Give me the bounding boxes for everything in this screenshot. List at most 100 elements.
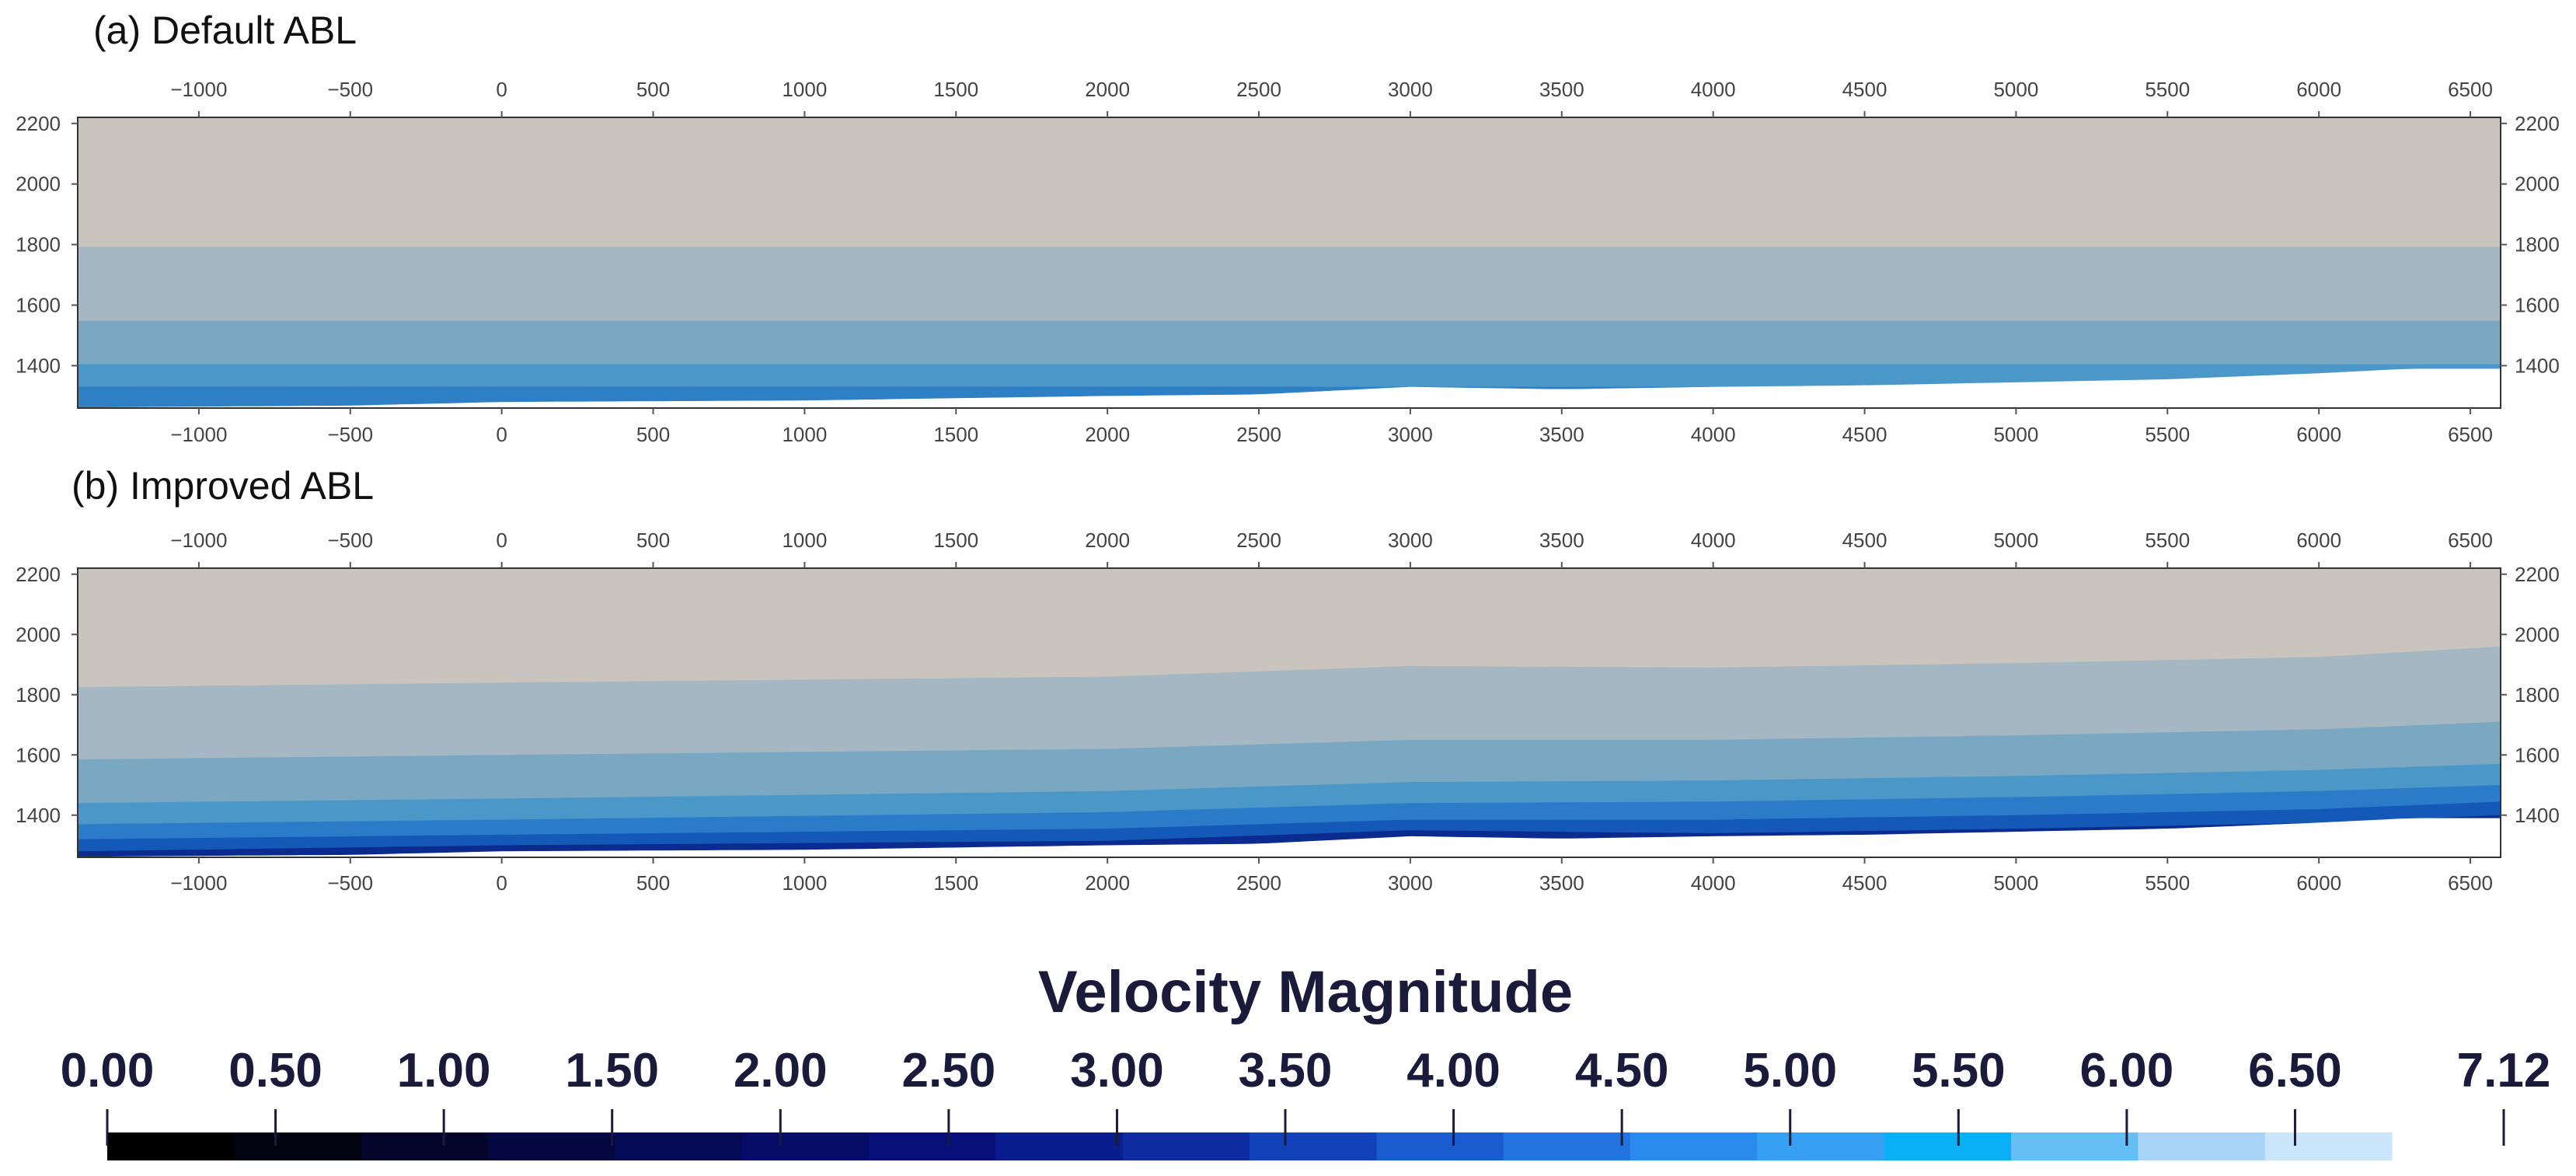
colorbar-tick-label: 0.00 [61,1044,155,1097]
x-tick-label-top: 2500 [1236,78,1281,101]
x-tick-label-top: −1000 [170,78,227,101]
y-tick-label-left: 1600 [16,743,61,766]
x-tick-label-top: 500 [636,529,670,552]
x-tick-label-bottom: 2000 [1085,423,1130,446]
x-tick-label-top: 4000 [1691,78,1736,101]
x-tick-label-top: 1000 [782,529,827,552]
x-tick-label-top: 6500 [2448,529,2493,552]
colorbar-swatch [488,1132,615,1160]
terrain-ground [78,368,2501,408]
colorbar-title: Velocity Magnitude [1038,959,1573,1025]
colorbar-swatch [1757,1132,1885,1160]
y-tick-label-left: 1800 [16,683,61,707]
colorbar-tick-label: 7.12 [2457,1044,2551,1097]
y-tick-label-left: 2200 [16,112,61,135]
colorbar-swatch [2264,1132,2393,1160]
colorbar-tick-label: 2.50 [902,1044,996,1097]
colorbar-swatch [1630,1132,1758,1160]
x-tick-label-bottom: 0 [496,423,507,446]
x-tick-label-bottom: 4000 [1691,871,1736,895]
x-tick-label-bottom: 6500 [2448,423,2493,446]
velocity-band-3 [78,801,2501,857]
y-tick-label-right: 2200 [2515,563,2560,586]
x-tick-label-bottom: 5000 [1993,423,2038,446]
x-tick-label-bottom: 6000 [2296,423,2341,446]
x-tick-label-bottom: −1000 [170,423,227,446]
x-tick-label-bottom: 4500 [1842,423,1888,446]
colorbar-tick-label: 3.50 [1239,1044,1333,1097]
panel-title: (a) Default ABL [93,9,357,52]
x-tick-label-top: 0 [496,529,507,552]
x-tick-label-top: 5000 [1993,529,2038,552]
x-tick-label-top: 2000 [1085,78,1130,101]
colorbar-tick-label: 2.00 [734,1044,828,1097]
colorbar-tick-label: 1.50 [565,1044,659,1097]
y-tick-label-right: 1400 [2515,804,2560,827]
colorbar-swatch [2138,1132,2266,1160]
x-tick-label-bottom: 1000 [782,423,827,446]
colorbar-tick-label: 4.00 [1407,1044,1501,1097]
y-tick-label-right: 2200 [2515,112,2560,135]
colorbar-tick-label: 4.50 [1575,1044,1669,1097]
x-tick-label-top: 1500 [933,529,978,552]
x-tick-label-bottom: −500 [327,423,373,446]
x-tick-label-top: 1500 [933,78,978,101]
x-tick-label-bottom: 500 [636,423,670,446]
x-tick-label-bottom: −500 [327,871,373,895]
colorbar-swatch [995,1132,1124,1160]
x-tick-label-top: 0 [496,78,507,101]
x-tick-label-top: −500 [327,78,373,101]
y-tick-label-right: 1800 [2515,683,2560,707]
y-tick-label-right: 1600 [2515,743,2560,766]
x-tick-label-bottom: 3000 [1388,423,1433,446]
y-tick-label-right: 2000 [2515,623,2560,646]
x-tick-label-bottom: 3500 [1539,423,1584,446]
y-tick-label-left: 2000 [16,623,61,646]
x-tick-label-bottom: 1000 [782,871,827,895]
x-tick-label-bottom: 1500 [933,423,978,446]
x-tick-label-bottom: 4000 [1691,423,1736,446]
y-tick-label-right: 1600 [2515,294,2560,317]
x-tick-label-bottom: 1500 [933,871,978,895]
terrain-ground [78,818,2501,857]
y-tick-label-left: 1400 [16,804,61,827]
x-tick-label-bottom: 6500 [2448,871,2493,895]
y-tick-label-right: 2000 [2515,173,2560,196]
colorbar-tick-label: 1.00 [397,1044,491,1097]
velocity-colorbar: Velocity Magnitude 0.00 0.50 1.00 1.50 2.00 2.… [61,959,2551,1160]
x-tick-label-top: 5500 [2145,529,2190,552]
velocity-band-2.5 [78,815,2501,857]
colorbar-tick-label: 3.00 [1070,1044,1164,1097]
x-tick-label-bottom: 4500 [1842,871,1888,895]
colorbar-swatch [741,1132,870,1160]
x-tick-label-top: 6000 [2296,529,2341,552]
colorbar-swatch [1376,1132,1504,1160]
colorbar-tick-label: 6.00 [2080,1044,2174,1097]
x-tick-label-top: −1000 [170,529,227,552]
y-tick-label-right: 1800 [2515,233,2560,256]
colorbar-swatch [1503,1132,1631,1160]
x-tick-label-top: −500 [327,529,373,552]
x-tick-label-top: 5500 [2145,78,2190,101]
colorbar-swatch [107,1132,235,1160]
colorbar-swatch [361,1132,489,1160]
y-tick-label-left: 1800 [16,233,61,256]
plot-frame [77,117,2501,409]
colorbar-tick-label: 5.00 [1743,1044,1837,1097]
colorbar-swatch [615,1132,743,1160]
y-tick-label-left: 2000 [16,173,61,196]
panel-title: (b) Improved ABL [71,464,374,508]
colorbar-swatch [2011,1132,2139,1160]
x-tick-label-top: 6000 [2296,78,2341,101]
panel-default-abl: (a) Default ABL −1000 −1000 −500 −500 0 0 500 50… [16,9,2560,446]
y-tick-label-left: 1400 [16,354,61,377]
x-tick-label-top: 4500 [1842,529,1888,552]
panel-improved-abl: (b) Improved ABL −1000 −1000 −500 −500 0 0 500 5… [16,464,2560,895]
colorbar-swatch [1884,1132,2012,1160]
x-tick-label-top: 6500 [2448,78,2493,101]
x-tick-label-bottom: 2500 [1236,871,1281,895]
colorbar-tick-label: 0.50 [228,1044,322,1097]
x-tick-label-top: 500 [636,78,670,101]
x-tick-label-top: 5000 [1993,78,2038,101]
